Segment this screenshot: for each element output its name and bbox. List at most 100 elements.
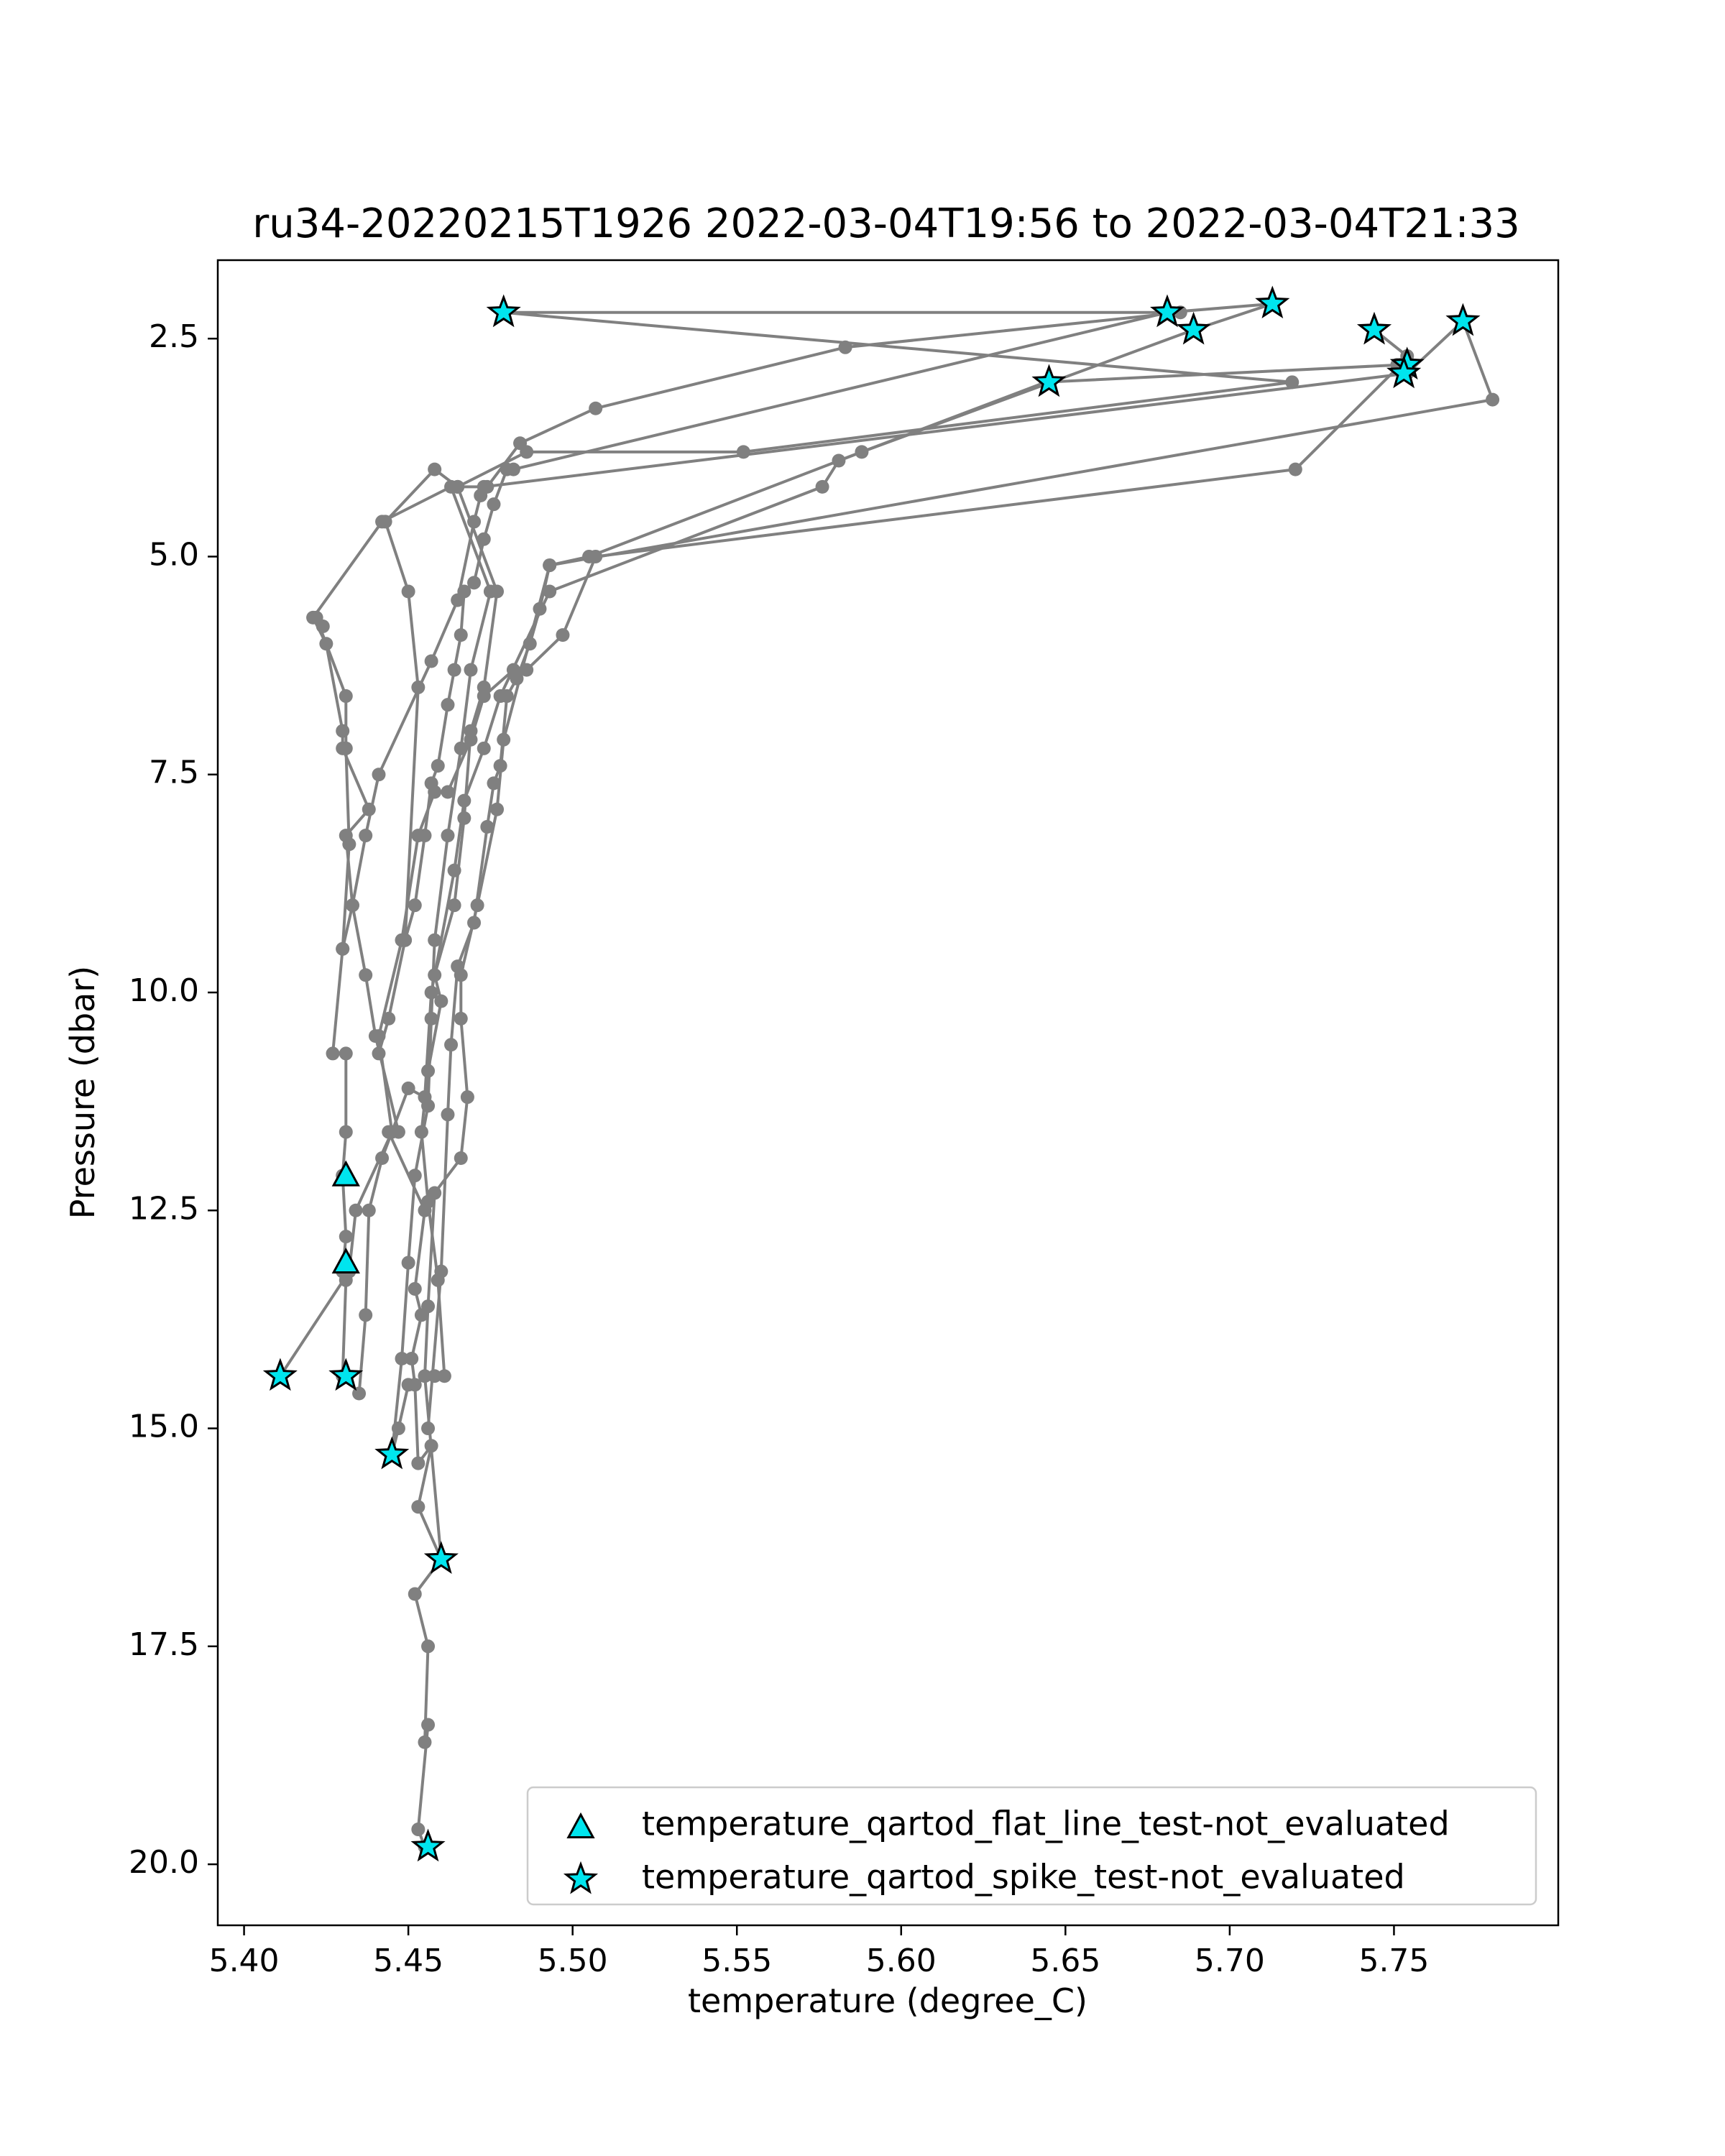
x-tick-label: 5.55 bbox=[702, 1943, 772, 1979]
data-point bbox=[391, 1422, 405, 1436]
data-point bbox=[543, 558, 557, 573]
data-point bbox=[467, 576, 482, 590]
data-point bbox=[736, 445, 750, 459]
data-point bbox=[326, 1046, 340, 1061]
spike-flag-marker bbox=[1031, 364, 1067, 397]
spike-flag-marker bbox=[1176, 311, 1211, 345]
data-point bbox=[460, 1090, 474, 1105]
x-axis-ticks: 5.40 5.45 5.50 5.55 5.60 5.65 5.70 5.75 bbox=[209, 1925, 1429, 1979]
data-point bbox=[359, 829, 373, 843]
data-point bbox=[510, 671, 524, 686]
y-tick-label: 5.0 bbox=[149, 536, 199, 573]
star-icon bbox=[563, 1861, 599, 1894]
data-point bbox=[490, 802, 505, 816]
y-tick-label: 12.5 bbox=[129, 1190, 199, 1227]
data-point bbox=[339, 1046, 353, 1061]
data-point bbox=[316, 619, 330, 633]
y-tick-label: 17.5 bbox=[129, 1626, 199, 1663]
spike-flag-marker bbox=[1255, 285, 1290, 319]
data-point bbox=[441, 698, 455, 712]
data-point bbox=[414, 1125, 428, 1139]
data-point bbox=[421, 1299, 436, 1314]
data-point bbox=[454, 741, 468, 755]
data-point bbox=[428, 968, 442, 982]
data-point bbox=[424, 1011, 438, 1026]
data-point bbox=[474, 489, 488, 503]
data-point bbox=[418, 829, 432, 843]
x-tick-label: 5.40 bbox=[209, 1943, 280, 1979]
data-point bbox=[398, 933, 413, 947]
data-point bbox=[385, 1125, 399, 1139]
data-point bbox=[336, 724, 350, 738]
data-point bbox=[408, 1281, 422, 1296]
data-point bbox=[490, 584, 505, 599]
data-point bbox=[582, 549, 597, 563]
data-point bbox=[464, 732, 478, 747]
data-point bbox=[832, 453, 846, 468]
data-point bbox=[444, 1038, 459, 1052]
x-tick-label: 5.45 bbox=[373, 1943, 443, 1979]
data-point bbox=[372, 1029, 386, 1044]
data-point bbox=[411, 1823, 426, 1837]
data-point bbox=[838, 340, 852, 354]
data-point bbox=[457, 793, 472, 808]
spike-flag-marker bbox=[1356, 311, 1392, 345]
data-point bbox=[556, 628, 570, 642]
data-point bbox=[487, 497, 501, 512]
data-point bbox=[359, 968, 373, 982]
data-point bbox=[441, 785, 455, 799]
data-point bbox=[401, 584, 415, 599]
data-point bbox=[418, 1735, 432, 1749]
spike-flag-marker bbox=[328, 1358, 364, 1391]
data-point bbox=[470, 898, 484, 913]
triangle-icon bbox=[566, 1812, 595, 1838]
data-point bbox=[543, 584, 557, 599]
data-point bbox=[362, 802, 376, 816]
data-point bbox=[457, 811, 472, 825]
plot-frame bbox=[216, 259, 1560, 1927]
data-point bbox=[1288, 462, 1302, 476]
x-tick-label: 5.50 bbox=[538, 1943, 608, 1979]
legend-label-spike: temperature_qartod_spike_test-not_evalua… bbox=[642, 1858, 1405, 1897]
flat-line-flag-marker bbox=[331, 1160, 360, 1187]
profile-line-7 bbox=[426, 302, 1274, 1429]
y-tick-label: 10.0 bbox=[129, 972, 199, 1009]
data-point bbox=[405, 1351, 419, 1365]
data-point bbox=[362, 1203, 376, 1217]
data-point bbox=[345, 898, 359, 913]
spike-flag-marker bbox=[410, 1828, 446, 1862]
data-point bbox=[523, 637, 537, 651]
data-point bbox=[497, 732, 511, 747]
profile-line-6 bbox=[341, 319, 1494, 1560]
data-point bbox=[421, 1639, 436, 1654]
spike-flag-marker bbox=[1386, 355, 1422, 389]
x-tick-label: 5.65 bbox=[1030, 1943, 1100, 1979]
data-point bbox=[428, 1369, 442, 1383]
data-point bbox=[339, 1125, 353, 1139]
data-point bbox=[428, 933, 442, 947]
data-point bbox=[447, 898, 461, 913]
data-point bbox=[493, 759, 507, 773]
legend-label-flat-line: temperature_qartod_flat_line_test-not_ev… bbox=[642, 1805, 1450, 1843]
data-point bbox=[464, 663, 478, 677]
y-tick-label: 15.0 bbox=[129, 1409, 199, 1445]
data-point bbox=[372, 1046, 386, 1061]
data-point bbox=[589, 401, 603, 415]
legend: temperature_qartod_flat_line_test-not_ev… bbox=[526, 1786, 1537, 1906]
x-axis-label: temperature (degree_C) bbox=[688, 1981, 1087, 2020]
data-point bbox=[339, 1230, 353, 1244]
data-point bbox=[1285, 375, 1300, 390]
flat-line-flag-marker bbox=[331, 1247, 360, 1274]
data-point bbox=[424, 776, 438, 791]
x-tick-label: 5.60 bbox=[866, 1943, 937, 1979]
data-point bbox=[421, 1064, 436, 1078]
y-tick-label: 7.5 bbox=[149, 755, 199, 791]
y-tick-label: 2.5 bbox=[149, 318, 199, 355]
data-point bbox=[477, 689, 491, 704]
data-point bbox=[411, 680, 426, 694]
data-point bbox=[424, 985, 438, 1000]
profile-line-4 bbox=[279, 328, 1409, 1377]
data-point bbox=[513, 436, 528, 451]
x-tick-label: 5.70 bbox=[1195, 1943, 1265, 1979]
data-point bbox=[441, 829, 455, 843]
